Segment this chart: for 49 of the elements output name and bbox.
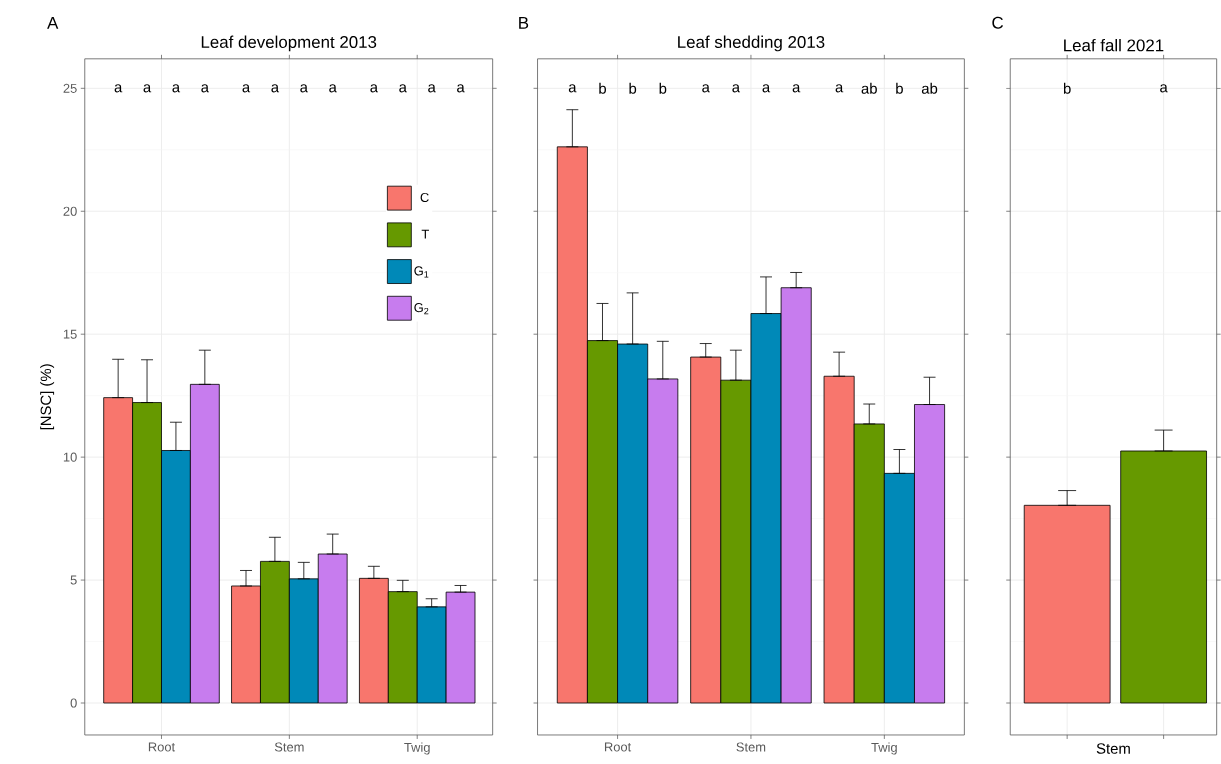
text: C (992, 16, 1004, 29)
annotation: a (370, 84, 379, 93)
legend-label: T (421, 229, 429, 239)
annotation: b (896, 82, 903, 94)
annotation: a (399, 84, 407, 93)
annotation: b (1063, 82, 1071, 94)
y-tick-label: 15 (63, 329, 77, 339)
annotation: a (242, 84, 251, 93)
annotation: ab (861, 82, 877, 94)
chart-title: Leaf shedding 2013 (678, 35, 825, 52)
annotation: a (143, 84, 152, 93)
x-tick-label: Stem (274, 742, 304, 752)
annotation: a (702, 84, 710, 93)
annotation: a (792, 84, 801, 93)
annotation: a (762, 84, 771, 93)
annotation: a (568, 84, 577, 93)
annotation: b (629, 82, 637, 94)
annotation: a (457, 84, 465, 93)
text: A (47, 17, 59, 29)
annotation: a (329, 84, 337, 93)
legend-label: G$_{1}$ (414, 266, 429, 278)
annotation: a (1160, 84, 1168, 93)
y-tick-label: 0 (70, 698, 77, 708)
chart-title: Leaf development 2013 (201, 35, 377, 52)
annotation: a (114, 84, 123, 93)
annotation: a (835, 84, 844, 93)
annotation: b (599, 82, 607, 94)
y-tick-label: 20 (63, 206, 77, 216)
annotation: a (271, 84, 280, 93)
y-axis-title: [NSC] (%) (40, 364, 55, 430)
chart-title: Leaf fall 2021 (1064, 38, 1164, 52)
annotation: b (659, 82, 667, 94)
y-tick-label: 5 (70, 575, 77, 585)
legend-label: C (420, 192, 429, 203)
annotation: a (201, 84, 209, 93)
annotation: a (300, 84, 308, 93)
y-tick-label: 25 (63, 83, 77, 93)
annotation: a (172, 84, 181, 93)
x-tick-label: Twig (871, 742, 897, 755)
annotation: a (732, 84, 741, 93)
annotation: ab (921, 82, 938, 94)
legend-label: G$_{2}$ (414, 303, 429, 315)
x-tick-label: Root (148, 742, 176, 752)
x-tick-label: Stem (736, 742, 766, 752)
y-tick-label: 10 (63, 452, 77, 462)
x-tick-label: Root (604, 742, 632, 752)
text: B (519, 17, 529, 29)
x-tick-label: Twig (404, 742, 430, 755)
annotation: a (428, 84, 436, 93)
